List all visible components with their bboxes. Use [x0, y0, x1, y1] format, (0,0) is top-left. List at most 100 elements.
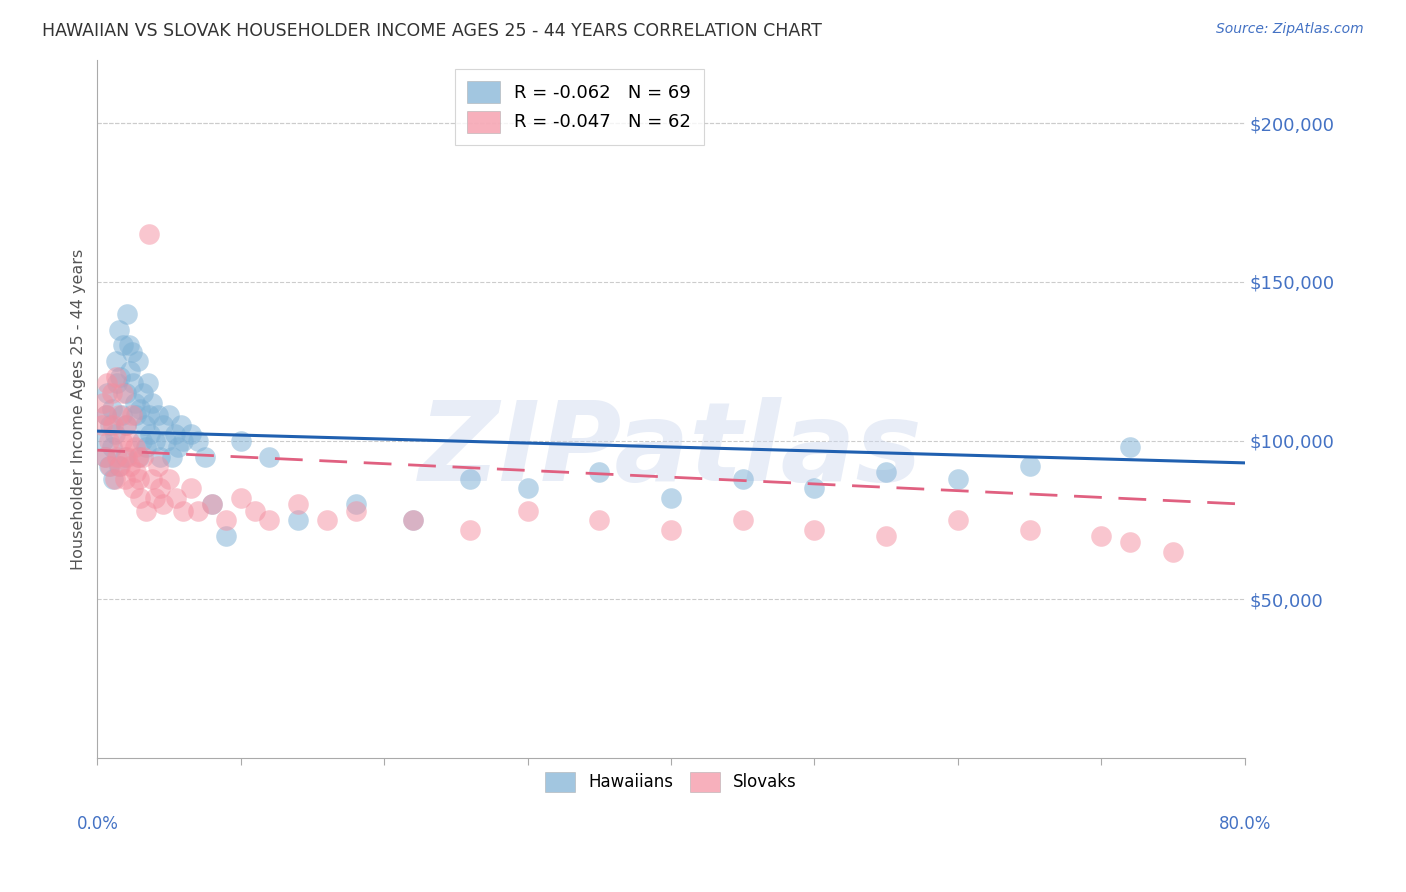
Point	[229, 434, 252, 448]
Point	[458, 472, 481, 486]
Point	[101, 417, 124, 432]
Point	[201, 497, 224, 511]
Point	[111, 409, 134, 423]
Point	[110, 370, 132, 384]
Point	[946, 513, 969, 527]
Point	[516, 481, 538, 495]
Point	[120, 364, 142, 378]
Point	[1090, 529, 1112, 543]
Legend: Hawaiians, Slovaks: Hawaiians, Slovaks	[538, 765, 804, 798]
Point	[105, 354, 128, 368]
Point	[96, 386, 118, 401]
Point	[1119, 440, 1142, 454]
Point	[103, 472, 125, 486]
Point	[287, 497, 309, 511]
Point	[169, 417, 191, 432]
Point	[115, 417, 138, 432]
Point	[110, 458, 132, 473]
Point	[128, 450, 150, 464]
Point	[129, 401, 152, 416]
Point	[131, 434, 153, 448]
Point	[125, 466, 148, 480]
Point	[187, 434, 209, 448]
Point	[259, 450, 281, 464]
Point	[122, 376, 145, 391]
Point	[121, 409, 143, 423]
Point	[105, 370, 128, 384]
Point	[136, 376, 159, 391]
Point	[122, 481, 145, 495]
Point	[112, 338, 135, 352]
Point	[172, 434, 194, 448]
Point	[111, 434, 134, 448]
Point	[146, 409, 169, 423]
Point	[731, 472, 754, 486]
Point	[146, 458, 169, 473]
Point	[875, 466, 897, 480]
Point	[117, 450, 139, 464]
Point	[402, 513, 425, 527]
Point	[108, 458, 131, 473]
Point	[103, 427, 125, 442]
Point	[287, 513, 309, 527]
Point	[165, 491, 187, 505]
Point	[315, 513, 337, 527]
Point	[98, 458, 121, 473]
Point	[100, 386, 122, 401]
Point	[127, 354, 149, 368]
Point	[108, 409, 131, 423]
Point	[108, 322, 131, 336]
Point	[194, 450, 217, 464]
Point	[402, 513, 425, 527]
Point	[107, 376, 129, 391]
Point	[135, 503, 157, 517]
Point	[143, 434, 166, 448]
Point	[93, 450, 115, 464]
Point	[201, 497, 224, 511]
Point	[1161, 545, 1184, 559]
Point	[659, 523, 682, 537]
Point	[152, 497, 174, 511]
Point	[114, 450, 136, 464]
Point	[344, 503, 367, 517]
Point	[149, 481, 172, 495]
Point	[120, 458, 142, 473]
Point	[180, 481, 202, 495]
Point	[124, 395, 146, 409]
Point	[215, 513, 238, 527]
Point	[157, 409, 180, 423]
Point	[125, 409, 148, 423]
Point	[588, 513, 610, 527]
Point	[344, 497, 367, 511]
Point	[516, 503, 538, 517]
Point	[128, 472, 150, 486]
Point	[90, 417, 112, 432]
Point	[100, 401, 122, 416]
Point	[96, 376, 118, 391]
Point	[1018, 458, 1040, 473]
Point	[588, 466, 610, 480]
Point	[875, 529, 897, 543]
Point	[803, 523, 825, 537]
Point	[149, 450, 172, 464]
Point	[107, 450, 129, 464]
Point	[163, 427, 186, 442]
Point	[91, 395, 114, 409]
Point	[127, 450, 149, 464]
Point	[215, 529, 238, 543]
Point	[132, 386, 155, 401]
Point	[121, 344, 143, 359]
Point	[180, 427, 202, 442]
Point	[458, 523, 481, 537]
Point	[946, 472, 969, 486]
Point	[659, 491, 682, 505]
Point	[141, 472, 163, 486]
Text: ZIPatlas: ZIPatlas	[419, 397, 922, 504]
Text: 80.0%: 80.0%	[1219, 815, 1271, 833]
Point	[91, 434, 114, 448]
Point	[138, 409, 160, 423]
Point	[117, 307, 139, 321]
Point	[118, 338, 141, 352]
Point	[166, 440, 188, 454]
Point	[243, 503, 266, 517]
